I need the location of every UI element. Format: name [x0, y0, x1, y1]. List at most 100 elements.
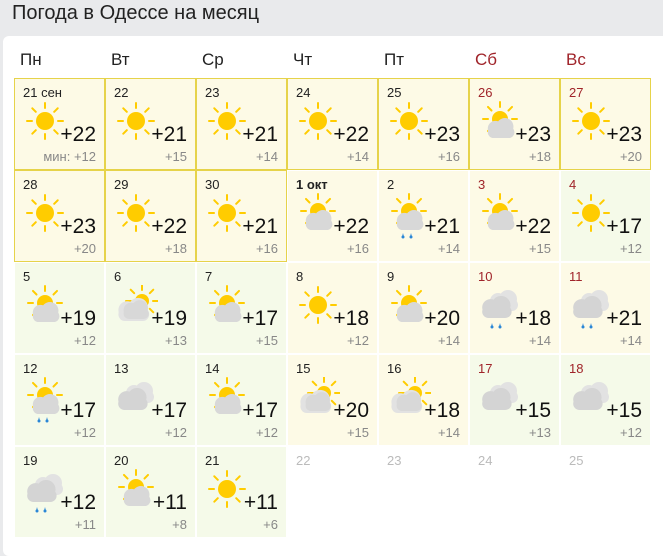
day-cell[interactable]: 21 +11 +6	[196, 446, 287, 538]
max-temp: +11	[243, 491, 278, 514]
day-cell[interactable]: 30 +21 +16	[196, 170, 287, 262]
day-cell[interactable]: 8 +18 +12	[287, 262, 378, 354]
day-cell[interactable]: 22 +21 +15	[105, 78, 196, 170]
day-date: 6	[114, 269, 122, 284]
day-cell[interactable]: 9 +20 +14	[378, 262, 469, 354]
day-date: 2	[387, 177, 395, 192]
day-date: 9	[387, 269, 395, 284]
day-date: 22	[296, 453, 311, 468]
max-temp: +17	[242, 399, 278, 422]
day-cell[interactable]: 27 +23 +20	[560, 78, 651, 170]
weekday-0: Пн	[20, 50, 42, 69]
day-date: 27	[569, 85, 584, 100]
min-temp: +13	[164, 333, 187, 348]
calendar-grid: 21 сен +22 мин: +12 22 +21 +15 23 +21 +14 24 +22 +1…	[14, 78, 651, 538]
day-cell[interactable]: 13 +17 +12	[105, 354, 196, 446]
day-date: 4	[569, 177, 577, 192]
day-cell[interactable]: 24 +22 +14	[287, 78, 378, 170]
max-temp: +20	[333, 399, 369, 422]
weekday-1: Вт	[111, 50, 130, 69]
max-temp: +23	[606, 123, 642, 146]
min-temp: +13	[528, 425, 551, 440]
min-temp: +12	[346, 333, 369, 348]
min-temp: +6	[263, 517, 278, 532]
day-cell[interactable]: 5 +19 +12	[14, 262, 105, 354]
day-cell[interactable]: 7 +17 +15	[196, 262, 287, 354]
day-cell[interactable]: 23 +21 +14	[196, 78, 287, 170]
day-cell[interactable]: 21 сен +22 мин: +12	[14, 78, 105, 170]
day-date: 11	[569, 269, 583, 284]
max-temp: +15	[515, 399, 551, 422]
day-date: 23	[387, 453, 402, 468]
max-temp: +21	[151, 123, 187, 146]
day-cell-empty: 23	[378, 446, 469, 538]
day-date: 28	[23, 177, 38, 192]
min-temp: +18	[528, 149, 551, 164]
min-temp: +14	[528, 333, 551, 348]
day-cell[interactable]: 28 +23 +20	[14, 170, 105, 262]
day-date: 5	[23, 269, 31, 284]
sun-icon	[114, 193, 158, 237]
day-cell[interactable]: 15 +20 +15	[287, 354, 378, 446]
day-cell[interactable]: 11 +21 +14	[560, 262, 651, 354]
day-date: 19	[23, 453, 38, 468]
max-temp: +21	[424, 215, 460, 238]
sun-icon	[23, 101, 67, 145]
max-temp: +17	[60, 399, 96, 422]
day-date: 12	[23, 361, 38, 376]
day-cell[interactable]: 6 +19 +13	[105, 262, 196, 354]
day-date: 18	[569, 361, 584, 376]
max-temp: +19	[151, 307, 187, 330]
max-temp: +18	[515, 307, 551, 330]
day-date: 25	[569, 453, 584, 468]
cloudy-sun-icon	[296, 376, 341, 421]
day-cell[interactable]: 3 +22 +15	[469, 170, 560, 262]
min-temp: +15	[164, 149, 187, 164]
day-cell[interactable]: 19 +12 +11	[14, 446, 105, 538]
weekday-4: Пт	[384, 50, 405, 69]
day-cell[interactable]: 14 +17 +12	[196, 354, 287, 446]
min-temp: +16	[346, 241, 369, 256]
min-temp: +16	[255, 241, 278, 256]
max-temp: +21	[242, 123, 278, 146]
weekday-5: Сб	[475, 50, 498, 69]
day-cell[interactable]: 16 +18 +14	[378, 354, 469, 446]
day-date: 21 сен	[23, 85, 62, 100]
day-cell[interactable]: 1 окт +22 +16	[287, 170, 378, 262]
min-temp: +14	[437, 425, 460, 440]
min-temp: +14	[437, 241, 460, 256]
max-temp: +20	[424, 307, 460, 330]
min-temp: +15	[255, 333, 278, 348]
min-temp: +12	[73, 333, 96, 348]
min-temp: +15	[346, 425, 369, 440]
day-cell[interactable]: 18 +15 +12	[560, 354, 651, 446]
page-title: Погода в Одессе на месяц	[12, 2, 260, 24]
sun-icon	[296, 101, 340, 145]
day-date: 29	[114, 177, 129, 192]
max-temp: +11	[152, 491, 187, 514]
max-temp: +22	[515, 215, 551, 238]
day-date: 10	[478, 269, 493, 284]
cloudy-rain-icon	[478, 285, 522, 329]
partly-cloudy-icon	[205, 285, 249, 329]
day-cell[interactable]: 17 +15 +13	[469, 354, 560, 446]
day-cell[interactable]: 20 +11 +8	[105, 446, 196, 538]
day-cell[interactable]: 29 +22 +18	[105, 170, 196, 262]
day-date: 24	[296, 85, 311, 100]
max-temp: +23	[424, 123, 460, 146]
day-cell[interactable]: 4 +17 +12	[560, 170, 651, 262]
day-date: 23	[205, 85, 220, 100]
day-date: 13	[114, 361, 129, 376]
day-date: 20	[114, 453, 129, 468]
day-cell[interactable]: 10 +18 +14	[469, 262, 560, 354]
day-date: 17	[478, 361, 493, 376]
min-temp: +12	[619, 425, 642, 440]
day-cell[interactable]: 25 +23 +16	[378, 78, 469, 170]
day-date: 30	[205, 177, 220, 192]
weekday-2: Ср	[202, 50, 224, 69]
day-cell[interactable]: 12 +17 +12	[14, 354, 105, 446]
day-date: 3	[478, 177, 486, 192]
day-cell[interactable]: 26 +23 +18	[469, 78, 560, 170]
max-temp: +17	[606, 215, 642, 238]
day-cell[interactable]: 2 +21 +14	[378, 170, 469, 262]
